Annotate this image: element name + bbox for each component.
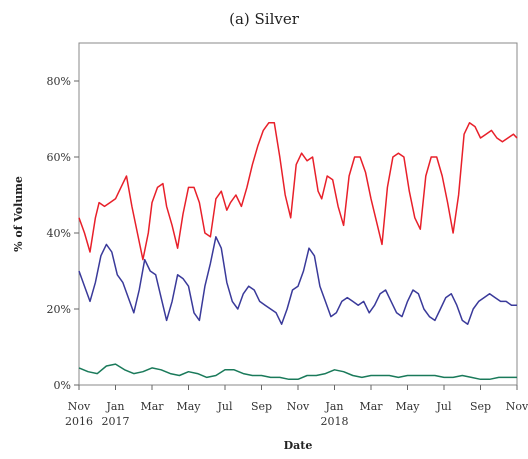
y-tick-label: 80% [47,75,71,88]
chart-title: (a) Silver [229,10,299,28]
x-tick-label: May [176,400,201,413]
x-tick-year-label: 2016 [65,415,93,428]
x-tick-label: Jul [435,400,451,413]
y-axis-label: % of Volume [12,176,25,252]
y-tick-label: 0% [54,379,71,392]
x-tick-label: Jan [324,400,343,413]
y-tick-label: 20% [47,303,71,316]
x-tick-label: Nov [287,400,310,413]
x-tick-label: Nov [68,400,91,413]
x-tick-label: Mar [359,400,383,413]
x-tick-year-label: 2018 [321,415,349,428]
x-tick-label: Mar [140,400,164,413]
y-tick-label: 60% [47,151,71,164]
x-tick-label: Jan [105,400,124,413]
x-tick-year-label: 2017 [102,415,130,428]
series-line-2 [78,236,517,325]
x-tick-label: Nov [506,400,528,413]
x-tick-label: Sep [251,400,272,413]
series-line-1 [78,122,518,261]
plot-frame [78,42,518,386]
series-line-3 [78,363,517,381]
x-tick-label: Jul [216,400,232,413]
x-tick-label: Sep [470,400,491,413]
y-tick-label: 40% [47,227,71,240]
x-axis-label: Date [284,439,313,452]
x-tick-label: May [395,400,420,413]
